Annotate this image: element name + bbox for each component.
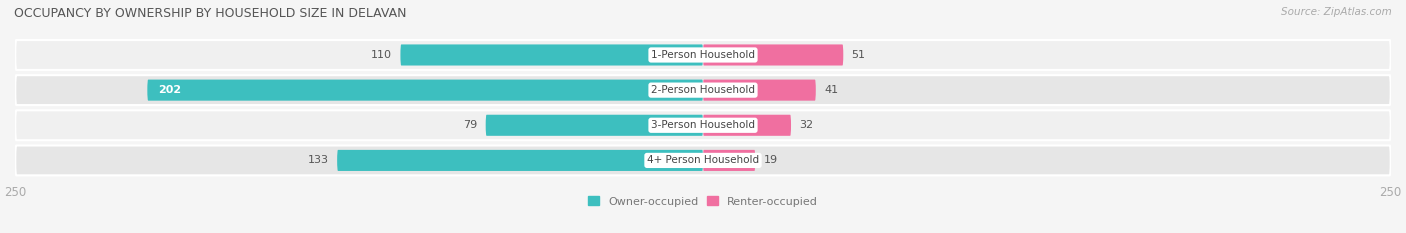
FancyBboxPatch shape: [15, 110, 1391, 140]
Text: 41: 41: [824, 85, 838, 95]
FancyBboxPatch shape: [703, 80, 815, 101]
FancyBboxPatch shape: [15, 145, 1391, 175]
FancyBboxPatch shape: [703, 150, 755, 171]
FancyBboxPatch shape: [703, 115, 792, 136]
FancyBboxPatch shape: [15, 40, 1391, 70]
FancyBboxPatch shape: [337, 150, 703, 171]
Text: 79: 79: [463, 120, 478, 130]
Text: 202: 202: [159, 85, 181, 95]
Text: OCCUPANCY BY OWNERSHIP BY HOUSEHOLD SIZE IN DELAVAN: OCCUPANCY BY OWNERSHIP BY HOUSEHOLD SIZE…: [14, 7, 406, 20]
Text: Source: ZipAtlas.com: Source: ZipAtlas.com: [1281, 7, 1392, 17]
Text: 2-Person Household: 2-Person Household: [651, 85, 755, 95]
Text: 110: 110: [371, 50, 392, 60]
Text: 133: 133: [308, 155, 329, 165]
FancyBboxPatch shape: [401, 45, 703, 65]
Text: 1-Person Household: 1-Person Household: [651, 50, 755, 60]
Text: 3-Person Household: 3-Person Household: [651, 120, 755, 130]
FancyBboxPatch shape: [485, 115, 703, 136]
FancyBboxPatch shape: [148, 80, 703, 101]
Text: 51: 51: [852, 50, 866, 60]
Text: 19: 19: [763, 155, 778, 165]
Text: 4+ Person Household: 4+ Person Household: [647, 155, 759, 165]
FancyBboxPatch shape: [15, 75, 1391, 105]
FancyBboxPatch shape: [703, 45, 844, 65]
Legend: Owner-occupied, Renter-occupied: Owner-occupied, Renter-occupied: [583, 192, 823, 211]
Text: 32: 32: [799, 120, 814, 130]
